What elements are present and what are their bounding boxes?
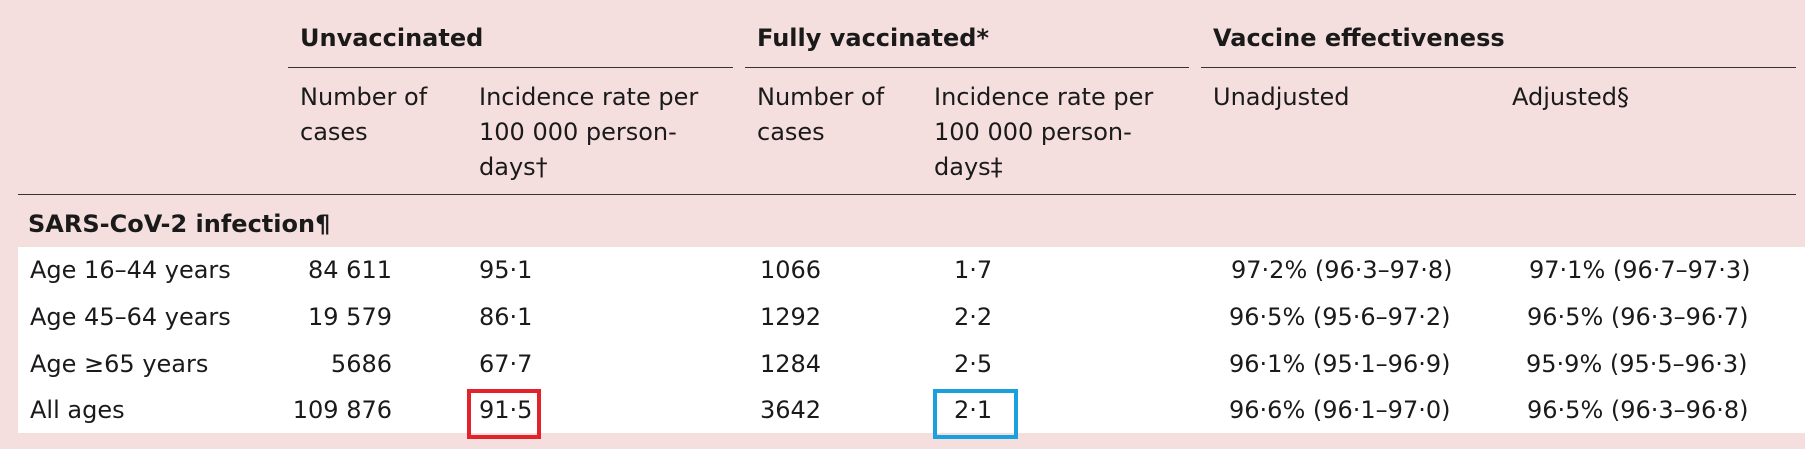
cell-vax-cases: 3642 — [760, 396, 822, 424]
section-title: SARS-CoV-2 infection¶ — [28, 210, 331, 238]
cell-vax-incidence: 1·7 — [954, 256, 993, 284]
cell-unvax-incidence: 67·7 — [479, 350, 533, 378]
cell-vax-cases: 1284 — [760, 350, 822, 378]
cell-adjusted: 96·5% (96·3–96·7) — [1527, 303, 1749, 331]
row-label: Age 16–44 years — [30, 256, 231, 284]
cell-vax-incidence: 2·5 — [954, 350, 993, 378]
cell-adjusted: 97·1% (96·7–97·3) — [1529, 256, 1751, 284]
rule-vaccine-effectiveness — [1201, 67, 1796, 68]
header-fully-vaccinated: Fully vaccinated* — [757, 24, 990, 52]
subheader-vax-incidence: Incidence rate per 100 000 person-days‡ — [934, 83, 1154, 181]
cell-vax-cases: 1066 — [760, 256, 822, 284]
cell-unvax-incidence: 95·1 — [479, 256, 533, 284]
cell-unvax-incidence: 86·1 — [479, 303, 533, 331]
header-bottom-rule — [18, 194, 1796, 195]
subheader-unadjusted: Unadjusted — [1213, 83, 1350, 111]
header-unvaccinated: Unvaccinated — [300, 24, 484, 52]
subheader-unvax-cases: Number of cases — [300, 83, 428, 146]
cell-unvax-cases: 84 611 — [308, 256, 392, 284]
subheader-unvax-incidence: Incidence rate per 100 000 person-days† — [479, 83, 699, 181]
cell-unvax-incidence-highlighted: 91·5 — [479, 396, 533, 424]
data-rows-background — [18, 247, 1805, 433]
cell-unvax-cases: 19 579 — [308, 303, 392, 331]
cell-unadjusted: 97·2% (96·3–97·8) — [1231, 256, 1453, 284]
cell-vax-cases: 1292 — [760, 303, 822, 331]
rule-fully-vaccinated — [745, 67, 1189, 68]
rule-unvaccinated — [288, 67, 733, 68]
cell-vax-incidence: 2·2 — [954, 303, 993, 331]
subheader-adjusted: Adjusted§ — [1512, 83, 1630, 111]
cell-unvax-cases: 5686 — [330, 350, 392, 378]
cell-unadjusted: 96·5% (95·6–97·2) — [1229, 303, 1451, 331]
cell-adjusted: 95·9% (95·5–96·3) — [1526, 350, 1748, 378]
cell-adjusted: 96·5% (96·3–96·8) — [1527, 396, 1749, 424]
row-label: Age ≥65 years — [30, 350, 209, 378]
cell-unvax-cases: 109 876 — [292, 396, 392, 424]
cell-unadjusted: 96·6% (96·1–97·0) — [1229, 396, 1451, 424]
red-highlight-box — [467, 389, 541, 439]
cell-vax-incidence-highlighted: 2·1 — [954, 396, 993, 424]
subheader-vax-cases: Number of cases — [757, 83, 885, 146]
row-label: Age 45–64 years — [30, 303, 231, 331]
header-vaccine-effectiveness: Vaccine effectiveness — [1213, 24, 1505, 52]
blue-highlight-box — [933, 389, 1018, 439]
row-label: All ages — [30, 396, 125, 424]
cell-unadjusted: 96·1% (95·1–96·9) — [1229, 350, 1451, 378]
